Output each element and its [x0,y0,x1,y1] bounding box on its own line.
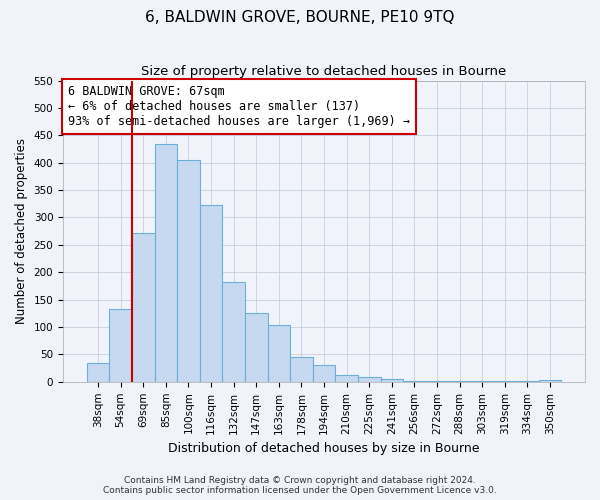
Bar [87,362,109,382]
Bar [177,160,200,382]
Bar [290,356,313,382]
Bar [403,380,425,382]
Bar [335,374,358,382]
Bar [223,282,245,382]
Bar [539,380,561,382]
Bar [109,309,132,382]
Text: 6 BALDWIN GROVE: 67sqm
← 6% of detached houses are smaller (137)
93% of semi-det: 6 BALDWIN GROVE: 67sqm ← 6% of detached … [68,85,410,128]
Bar [313,366,335,382]
Bar [155,144,177,382]
Bar [245,313,268,382]
Bar [380,379,403,382]
Bar [200,205,223,382]
Title: Size of property relative to detached houses in Bourne: Size of property relative to detached ho… [142,65,506,78]
Bar [268,325,290,382]
Y-axis label: Number of detached properties: Number of detached properties [15,138,28,324]
X-axis label: Distribution of detached houses by size in Bourne: Distribution of detached houses by size … [168,442,480,455]
Text: Contains HM Land Registry data © Crown copyright and database right 2024.
Contai: Contains HM Land Registry data © Crown c… [103,476,497,495]
Text: 6, BALDWIN GROVE, BOURNE, PE10 9TQ: 6, BALDWIN GROVE, BOURNE, PE10 9TQ [145,10,455,25]
Bar [358,378,380,382]
Bar [132,233,155,382]
